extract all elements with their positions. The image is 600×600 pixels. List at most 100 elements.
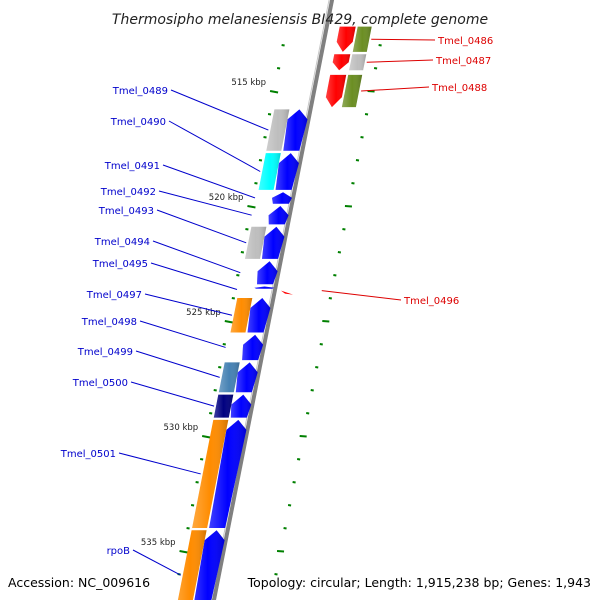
scale-minor-tick bbox=[258, 159, 263, 162]
scale-minor-tick bbox=[222, 343, 226, 346]
gene-label-leader bbox=[158, 190, 252, 216]
outer-ring-tick bbox=[310, 389, 314, 392]
scale-minor-tick bbox=[245, 228, 249, 231]
cds-arrow-shading bbox=[336, 26, 356, 52]
cog-band-shading bbox=[352, 26, 372, 52]
gene-label: Tmel_0492 bbox=[100, 187, 156, 198]
cds-arrow-shading bbox=[275, 153, 299, 190]
scale-minor-tick bbox=[281, 44, 285, 47]
gene-labels: Tmel_0486 Tmel_0487 Tmel_0488 Tmel_0489 Tmel… bbox=[60, 36, 493, 576]
gene-tmel-0497[interactable] bbox=[230, 298, 271, 333]
scale-minor-tick bbox=[263, 136, 267, 139]
scale-tick bbox=[269, 90, 279, 94]
cds-arrow-shading bbox=[235, 362, 258, 393]
cds-arrow[interactable] bbox=[281, 290, 293, 295]
cog-band-shading bbox=[213, 394, 234, 418]
outer-ring-tick bbox=[299, 435, 307, 438]
gene-tmel-0487[interactable] bbox=[332, 54, 367, 71]
outer-ring-tick bbox=[283, 527, 287, 530]
gene-label-leader bbox=[371, 38, 436, 41]
map-title: Thermosipho melanesiensis BI429, complet… bbox=[112, 12, 488, 28]
outer-ring-tick bbox=[344, 205, 353, 208]
cog-band-shading bbox=[349, 54, 367, 71]
outer-ring-tick bbox=[378, 44, 382, 47]
gene-label-leader bbox=[132, 549, 182, 576]
outer-ring-tick bbox=[342, 228, 346, 231]
gene-label-leader bbox=[130, 381, 215, 407]
scale-tick-label: 530 kbp bbox=[164, 423, 199, 433]
gene-label: Tmel_0489 bbox=[112, 86, 168, 97]
outer-ring-tick bbox=[351, 182, 355, 185]
cds-arrow-shading bbox=[230, 394, 252, 418]
gene-label-leader bbox=[152, 240, 241, 274]
gene-tmel-0496[interactable] bbox=[281, 290, 293, 295]
scale-tick bbox=[247, 205, 256, 209]
gene-label: Tmel_0496 bbox=[403, 296, 459, 307]
gene-tmel-0495[interactable] bbox=[254, 286, 275, 289]
scale-ticks: 515 kbp 520 kbp 525 kbp 530 kbp 535 kbp bbox=[141, 44, 382, 576]
genome-backbone bbox=[211, 0, 335, 600]
outer-ring-tick bbox=[292, 481, 296, 484]
cds-arrow-shading bbox=[272, 192, 292, 204]
scale-tick-label: 535 kbp bbox=[141, 538, 176, 548]
scale-minor-tick bbox=[195, 481, 199, 484]
gene-tmel-0499[interactable] bbox=[218, 362, 258, 393]
scale-minor-tick bbox=[231, 297, 235, 300]
gene-label-leader bbox=[168, 120, 261, 172]
gene-tmel-0493[interactable] bbox=[245, 226, 285, 259]
cog-band-shading bbox=[245, 226, 267, 259]
gene-tmel-0490[interactable] bbox=[258, 153, 299, 190]
cog-band-shading bbox=[177, 530, 207, 600]
gene-rpob[interactable] bbox=[174, 530, 225, 600]
outer-ring-tick bbox=[337, 251, 342, 254]
gene-label: rpoB bbox=[107, 546, 131, 557]
gene-label: Tmel_0498 bbox=[81, 317, 137, 328]
gene-label-leader bbox=[144, 293, 233, 316]
scale-minor-tick bbox=[209, 412, 213, 415]
gene-tmel-0489[interactable] bbox=[266, 109, 308, 151]
scale-minor-tick bbox=[186, 527, 190, 530]
cds-arrow-shading bbox=[242, 334, 264, 361]
gene-label: Tmel_0491 bbox=[104, 161, 160, 172]
cog-band-shading bbox=[192, 419, 229, 528]
gene-label: Tmel_0495 bbox=[92, 259, 148, 270]
gene-tmel-0500[interactable] bbox=[213, 394, 252, 418]
cds-arrow-shading bbox=[247, 298, 271, 333]
cds-arrow-shading bbox=[209, 419, 247, 528]
cds-arrow-shading bbox=[257, 261, 278, 285]
outer-ring-tick bbox=[287, 504, 292, 507]
scale-tick bbox=[201, 435, 211, 439]
scale-minor-tick bbox=[254, 182, 258, 185]
gene-tmel-0488[interactable] bbox=[325, 74, 363, 108]
scale-tick bbox=[224, 320, 233, 324]
gene-tmel-0501[interactable] bbox=[192, 419, 247, 528]
scale-minor-tick bbox=[190, 504, 195, 507]
cog-band-shading bbox=[266, 109, 290, 151]
gene-label-leader bbox=[156, 209, 247, 244]
cds-arrow-shading bbox=[254, 286, 275, 289]
scale-minor-tick bbox=[276, 67, 281, 70]
cds-arrow-shading bbox=[262, 226, 285, 259]
gene-tmel-0498[interactable] bbox=[242, 334, 264, 361]
scale-minor-tick bbox=[218, 366, 222, 369]
gene-tmel-0492[interactable] bbox=[268, 206, 289, 225]
scale-minor-tick bbox=[213, 389, 217, 392]
scale-minor-tick bbox=[240, 251, 245, 254]
outer-ring-tick bbox=[315, 366, 319, 369]
gene-label: Tmel_0493 bbox=[98, 206, 154, 217]
scale-minor-tick bbox=[236, 274, 240, 277]
gene-label-leader bbox=[135, 350, 220, 378]
gene-tmel-0486[interactable] bbox=[336, 26, 372, 52]
gene-label: Tmel_0487 bbox=[435, 56, 491, 67]
outer-ring-tick bbox=[306, 412, 310, 415]
gene-tmel-0491[interactable] bbox=[272, 192, 292, 204]
outer-ring-tick bbox=[360, 136, 364, 139]
gene-label-leader bbox=[361, 86, 430, 92]
cds-arrow-shading bbox=[332, 54, 351, 71]
genome-summary-text: Topology: circular; Length: 1,915,238 bp… bbox=[247, 575, 591, 590]
outer-ring-tick bbox=[355, 159, 360, 162]
accession-text: Accession: NC_009616 bbox=[8, 575, 150, 590]
gene-tmel-0494[interactable] bbox=[257, 261, 278, 285]
